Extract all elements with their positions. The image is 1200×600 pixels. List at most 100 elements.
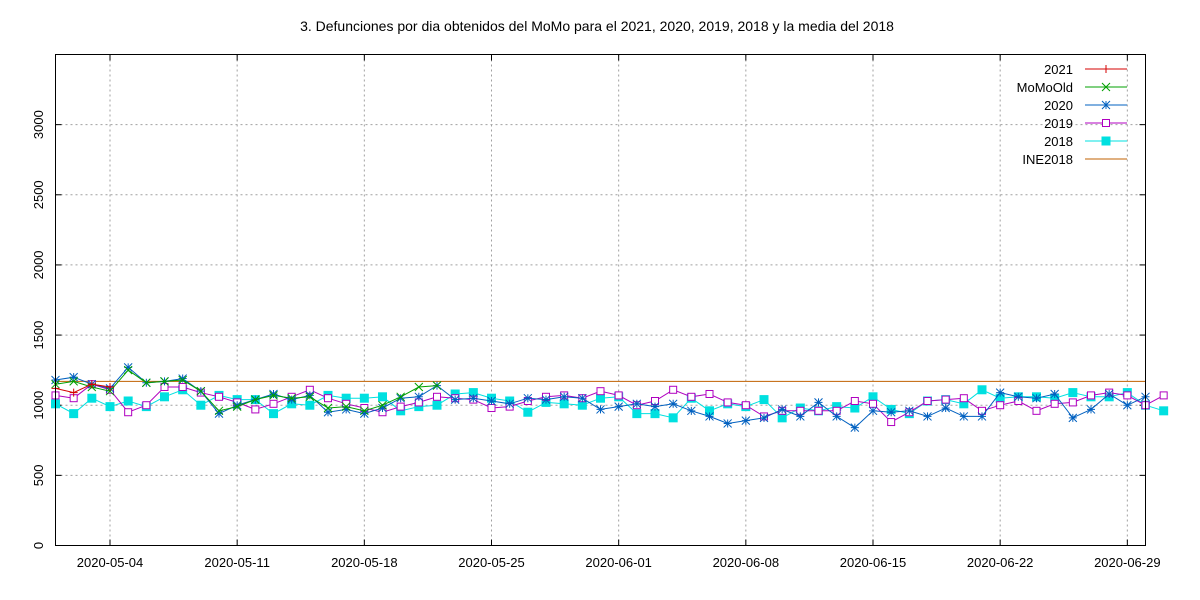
data-point	[632, 409, 642, 419]
data-point	[396, 392, 406, 402]
data-point	[523, 393, 533, 403]
data-point	[1159, 406, 1169, 416]
data-point	[468, 393, 478, 403]
data-point	[1068, 398, 1077, 407]
data-point	[632, 399, 642, 409]
legend-marker	[1102, 65, 1110, 73]
axes: 0 500 1000 1500 2000 2500 3000 2020-05-04 2020-0…	[31, 54, 1161, 570]
data-point	[160, 377, 169, 386]
data-point	[232, 402, 242, 411]
series-line	[55, 383, 111, 394]
data-point	[287, 393, 297, 403]
data-point	[251, 405, 260, 414]
y-tick-label: 1000	[31, 391, 46, 420]
x-tick-label: 2020-05-11	[204, 555, 270, 570]
chart-title: 3. Defunciones por dia obtenidos del MoM…	[300, 18, 894, 34]
x-tick-label: 2020-05-25	[458, 555, 525, 570]
data-point	[1087, 391, 1095, 400]
data-point	[250, 395, 260, 404]
x-tick-label: 2020-06-08	[713, 555, 780, 570]
x-tick-label: 2020-05-18	[331, 555, 398, 570]
data-point	[105, 386, 115, 396]
data-point	[959, 412, 969, 421]
data-point	[1068, 388, 1078, 398]
legend-marker	[1101, 82, 1111, 92]
data-point	[596, 405, 605, 414]
data-point	[1068, 413, 1078, 423]
data-point	[505, 399, 515, 409]
data-point	[487, 396, 496, 406]
data-point	[341, 405, 351, 414]
data-point	[323, 403, 333, 413]
x-tick-label: 2020-05-04	[77, 555, 144, 570]
data-point	[1123, 391, 1132, 400]
legend-item-2019: 2019	[1044, 116, 1127, 131]
data-point	[305, 400, 315, 410]
data-point	[959, 394, 968, 403]
data-point	[106, 382, 114, 391]
x-tick-label: 2020-06-22	[967, 555, 1034, 570]
data-point	[614, 402, 624, 411]
data-point	[1032, 393, 1041, 403]
data-point	[996, 401, 1005, 410]
data-point	[378, 392, 387, 402]
data-point	[215, 392, 223, 401]
data-point	[232, 400, 242, 410]
legend-label: MoMoOld	[1017, 80, 1073, 95]
data-point	[123, 362, 133, 372]
legend-label: 2019	[1044, 116, 1073, 131]
legend-marker	[1102, 119, 1110, 127]
legend-marker	[1101, 136, 1111, 146]
data-point	[305, 392, 315, 402]
data-point	[487, 404, 496, 413]
data-point	[323, 407, 333, 417]
data-point	[269, 399, 278, 408]
data-point	[741, 416, 751, 425]
data-point	[886, 407, 896, 417]
data-point	[650, 402, 660, 411]
data-point	[142, 401, 151, 410]
y-tick-label: 0	[31, 542, 46, 549]
data-point	[795, 412, 805, 421]
data-point	[596, 387, 605, 396]
x-tick-label: 2020-06-01	[585, 555, 652, 570]
legend-item-2021: 2021	[1044, 62, 1127, 77]
data-point	[1104, 389, 1114, 399]
data-point	[69, 372, 79, 382]
data-point	[850, 397, 859, 406]
data-point	[1086, 405, 1096, 414]
data-point	[995, 388, 1005, 397]
data-point	[87, 393, 97, 403]
data-point	[668, 413, 678, 423]
y-tick-label: 500	[31, 465, 46, 487]
data-point	[777, 413, 787, 423]
data-point	[723, 398, 732, 407]
data-point	[269, 389, 278, 399]
data-point	[814, 406, 823, 415]
data-point	[1032, 406, 1041, 415]
data-point	[723, 419, 733, 428]
data-point	[687, 392, 696, 401]
y-tick-label: 1500	[31, 321, 46, 350]
data-point	[868, 392, 878, 402]
data-point	[396, 402, 405, 411]
data-point	[287, 395, 297, 404]
data-point	[359, 406, 369, 416]
data-point	[777, 405, 787, 414]
data-point	[1050, 399, 1059, 408]
data-point	[69, 377, 79, 386]
data-point	[650, 409, 660, 419]
data-point	[759, 413, 769, 423]
plot-frame	[55, 54, 1146, 546]
legend-item-momoold: MoMoOld	[1017, 80, 1127, 95]
data-point	[214, 406, 224, 416]
y-tick-label: 2000	[31, 250, 46, 279]
data-point	[178, 375, 188, 385]
data-point	[668, 399, 678, 409]
data-point	[686, 406, 696, 416]
data-point	[450, 395, 460, 404]
data-point	[741, 401, 750, 410]
series-2019	[51, 380, 1168, 427]
data-point	[396, 393, 406, 403]
data-point	[196, 386, 206, 396]
